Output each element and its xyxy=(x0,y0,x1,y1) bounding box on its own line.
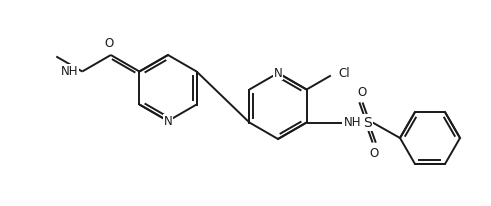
Text: O: O xyxy=(104,37,113,50)
Text: O: O xyxy=(357,85,366,98)
Text: Cl: Cl xyxy=(339,67,351,80)
Text: N: N xyxy=(273,67,282,80)
Text: S: S xyxy=(363,116,372,130)
Text: NH: NH xyxy=(61,65,78,78)
Text: NH: NH xyxy=(344,116,361,129)
Text: N: N xyxy=(164,115,172,128)
Text: O: O xyxy=(369,146,378,159)
